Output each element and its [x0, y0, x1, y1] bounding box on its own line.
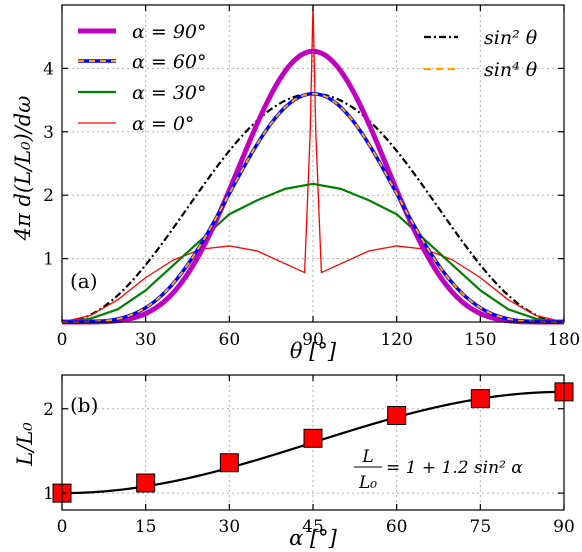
legend-label-a0: α = 0°: [132, 113, 194, 135]
data-point: [387, 406, 407, 425]
legend-label-sin4: sin⁴ θ: [484, 59, 538, 81]
panel-b: 0 15 30 45 60 75 90 1 2 (b) L/L₀ α [°] L L₀ = 1 …: [13, 374, 575, 550]
panel-a-ticks: 0 30 60 90 120 150 180 1 2 3 4: [43, 5, 580, 350]
y-tick-label: 1: [43, 484, 54, 504]
annotation-fraction-numerator: L: [361, 447, 373, 467]
annotation-fraction-denominator: L₀: [358, 473, 377, 493]
panel-b-annotation: L L₀ = 1 + 1.2 sin² α: [354, 447, 523, 493]
legend-label-a30: α = 30°: [132, 82, 207, 104]
data-point: [303, 428, 323, 448]
x-tick-label: 180: [548, 330, 580, 350]
panel-b-grid: [62, 375, 564, 510]
series-a90-line: [62, 48, 564, 325]
legend-left: α = 90° α = 60° α = 30° α = 0°: [78, 21, 207, 135]
panel-a: 0 30 60 90 120 150 180 1 2 3 4 (a) 4π d(L/L₀)/dω θ…: [11, 4, 580, 363]
x-tick-label: 75: [470, 517, 492, 537]
legend-label-a90: α = 90°: [132, 21, 207, 43]
x-tick-label: 0: [57, 330, 68, 350]
panel-a-ylabel: 4π d(L/L₀)/dω: [11, 96, 35, 242]
annotation-formula: = 1 + 1.2 sin² α: [386, 458, 523, 478]
data-point: [219, 453, 239, 473]
x-tick-label: 90: [553, 517, 575, 537]
panel-a-curves: [61, 4, 565, 325]
x-tick-label: 90: [302, 330, 324, 350]
x-tick-label: 30: [219, 517, 241, 537]
y-tick-label: 2: [43, 186, 54, 206]
series-a30-line: [61, 182, 565, 324]
data-point: [136, 473, 156, 493]
panel-a-label: (a): [70, 269, 98, 293]
x-tick-label: 60: [219, 330, 241, 350]
data-point: [470, 389, 490, 409]
y-tick-label: 4: [43, 59, 54, 79]
x-tick-label: 45: [302, 517, 324, 537]
panel-b-label: (b): [70, 393, 98, 417]
legend-label-sin2: sin² θ: [484, 27, 538, 49]
y-tick-label: 2: [43, 400, 54, 420]
panel-b-points: [52, 382, 574, 503]
panel-a-xlabel: θ [°]: [290, 339, 337, 363]
x-tick-label: 150: [464, 330, 496, 350]
y-tick-label: 3: [43, 123, 54, 143]
panel-a-grid: [62, 5, 564, 322]
legend-label-a60: α = 60°: [132, 51, 207, 73]
panel-b-ticks: 0 15 30 45 60 75 90 1 2: [43, 375, 575, 537]
panel-b-xlabel: α [°]: [289, 526, 338, 550]
x-tick-label: 120: [380, 330, 412, 350]
x-tick-label: 0: [57, 517, 68, 537]
x-tick-label: 60: [386, 517, 408, 537]
legend-right: sin² θ sin⁴ θ: [424, 27, 538, 81]
x-tick-label: 30: [135, 330, 157, 350]
y-tick-label: 1: [43, 250, 54, 270]
panel-b-ylabel: L/L₀: [13, 422, 37, 467]
series-sin4-line: [62, 92, 564, 323]
x-tick-label: 15: [135, 517, 157, 537]
